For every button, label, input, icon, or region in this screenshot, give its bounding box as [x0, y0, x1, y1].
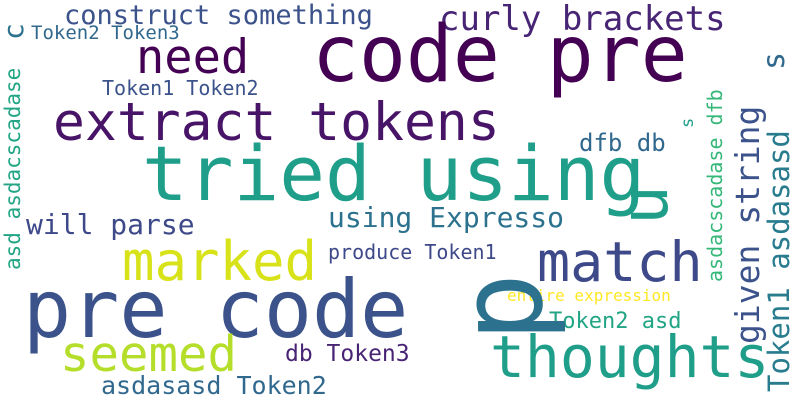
word-curly-brackets: curly brackets: [439, 0, 726, 39]
word-asdasasd-token2: asdasasd Token2: [101, 371, 327, 400]
word-match: match: [537, 230, 703, 294]
word-need: need: [136, 30, 250, 85]
word-asdacscadase-dfb: asdacscadase dfb: [703, 89, 727, 282]
word-s-top: s: [757, 51, 792, 70]
word-token1-asdasasd: Token1 asdasasd: [762, 130, 796, 392]
word-u: u: [606, 185, 683, 225]
word-tried-using: tried using: [142, 129, 646, 218]
word-seemed: seemed: [60, 326, 238, 383]
word-pre-code: pre code: [23, 263, 409, 356]
word-given-string: given string: [728, 105, 767, 344]
word-marked: marked: [122, 230, 318, 293]
word-using-expresso: using Expresso: [328, 201, 565, 234]
word-c: c: [0, 23, 30, 40]
word-asd-asdacscadase: asd asdacscadase: [1, 67, 25, 270]
word-token1-token2: Token1 Token2: [102, 76, 259, 100]
word-dfb-db: dfb db: [579, 129, 666, 157]
word-s-small: s: [678, 117, 698, 128]
word-p: p: [435, 272, 569, 342]
word-will-parse: will parse: [26, 208, 195, 241]
word-token2-asd: Token2 asd: [549, 309, 682, 334]
word-extract-tokens: extract tokens: [53, 92, 500, 153]
word-construct-something: construct something: [64, 0, 373, 31]
word-produce-token1: produce Token1: [328, 240, 497, 264]
word-thoughts: thoughts: [490, 323, 770, 391]
word-db-token3: db Token3: [285, 341, 410, 367]
word-code-pre: code pre: [312, 10, 688, 100]
word-token2-token3: Token2 Token3: [31, 22, 180, 44]
word-entire-expression: entire expression: [507, 286, 671, 305]
